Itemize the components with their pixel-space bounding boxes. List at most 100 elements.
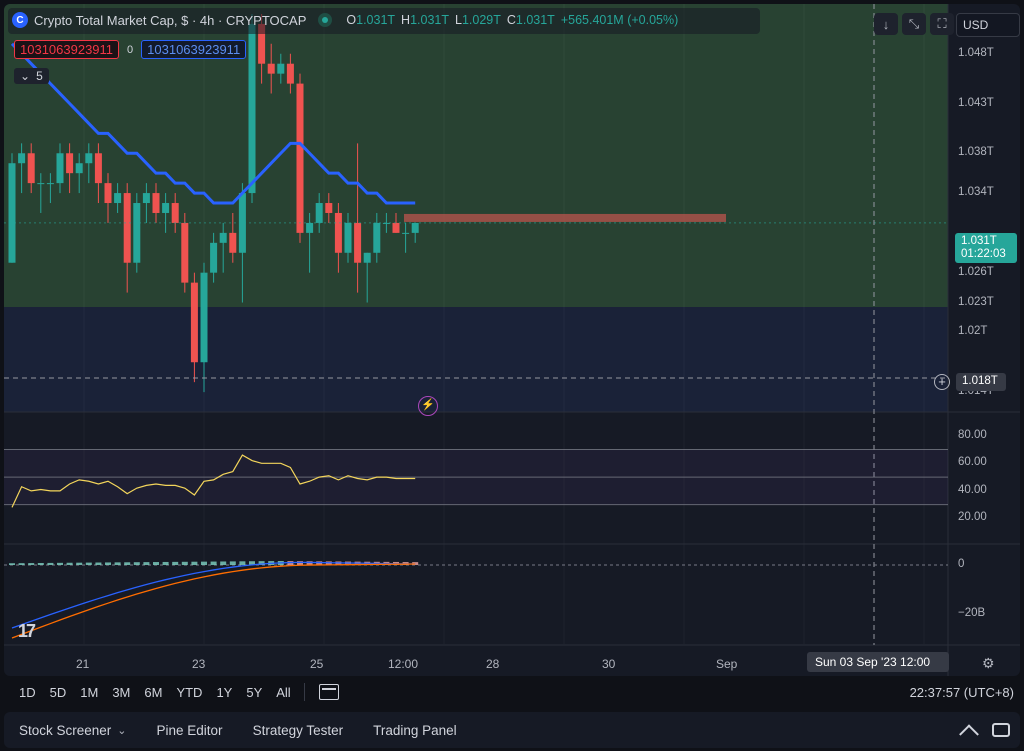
tab-trading-panel[interactable]: Trading Panel — [358, 723, 472, 738]
chart-canvas[interactable] — [4, 4, 1020, 676]
lightning-event-icon[interactable]: ⚡ — [418, 396, 438, 416]
range-button-5y[interactable]: 5Y — [246, 684, 263, 700]
candle-body — [411, 222, 419, 233]
ohlc-low-key: L — [455, 13, 462, 27]
red-price-tag[interactable]: 1031063923911 — [14, 40, 120, 59]
macd-line — [11, 561, 416, 629]
ohlc-high-value: 1.031T — [410, 13, 449, 27]
range-button-6m[interactable]: 6M — [144, 684, 163, 700]
candle-body — [114, 193, 122, 204]
macd-histogram-bar — [85, 562, 92, 565]
symbol-title[interactable]: Crypto Total Market Cap, $ · 4h · CRYPTO… — [34, 12, 307, 28]
tab-pine-editor-label: Pine Editor — [156, 722, 223, 738]
tab-stock-screener-label: Stock Screener — [19, 722, 112, 738]
macd-signal-line — [11, 563, 416, 639]
chevron-up-icon[interactable] — [959, 724, 979, 745]
candle-body — [219, 232, 227, 243]
crosshair-price-tag: 1.018T — [956, 373, 1006, 391]
range-button-3m[interactable]: 3M — [112, 684, 131, 700]
macd-histogram-bar — [249, 561, 255, 565]
tab-strategy-tester[interactable]: Strategy Tester — [238, 723, 359, 738]
range-button-1y[interactable]: 1Y — [216, 684, 233, 700]
range-button-all[interactable]: All — [276, 684, 291, 700]
ohlc-high-key: H — [401, 13, 411, 27]
resistance-zone — [404, 213, 726, 222]
rsi-axis-label: 80.00 — [958, 428, 987, 441]
candle-body — [200, 272, 208, 363]
ohlc-open-value: 1.031T — [356, 13, 396, 27]
candle-body — [258, 23, 266, 64]
price-axis-label: 1.048T — [958, 46, 994, 59]
ohlc-low-value: 1.029T — [461, 13, 501, 27]
macd-histogram-bar — [191, 561, 198, 565]
macd-axis-label: 0 — [958, 558, 965, 570]
chart-top-tools: ↓ ⤡ ⛶ — [874, 13, 954, 35]
screenshot-icon[interactable]: ⛶ — [930, 13, 954, 35]
candle-body — [181, 222, 189, 283]
macd-axis-label: −20B — [958, 607, 986, 619]
maximize-panel-icon[interactable] — [992, 723, 1010, 737]
fullscreen-icon[interactable]: ⤡ — [902, 13, 926, 35]
bottom-panel-controls — [959, 723, 1020, 745]
candle-body — [382, 222, 390, 224]
macd-histogram-bar — [47, 562, 54, 565]
market-status-icon[interactable] — [318, 13, 333, 27]
range-button-1d[interactable]: 1D — [19, 684, 36, 700]
macd-histogram-bar — [229, 561, 236, 565]
macd-histogram-bar — [95, 562, 102, 565]
macd-histogram-bar — [133, 562, 140, 565]
download-arrow-icon[interactable]: ↓ — [874, 13, 898, 35]
range-button-5d[interactable]: 5D — [49, 684, 67, 700]
time-axis-label: 28 — [486, 657, 500, 671]
tab-stock-screener[interactable]: Stock Screener ⌄ — [4, 723, 142, 738]
candle-body — [402, 232, 410, 234]
macd-histogram-bar — [297, 561, 303, 565]
macd-histogram-bar — [181, 561, 188, 565]
chart-settings-gear-icon[interactable]: ⚙ — [982, 655, 995, 671]
calendar-icon[interactable] — [318, 684, 339, 700]
candle-body — [37, 183, 45, 185]
candle-body — [56, 153, 64, 184]
range-button-1m[interactable]: 1M — [80, 684, 99, 700]
indicators-collapse-button[interactable]: ⌄ 5 — [14, 68, 49, 84]
blue-price-tag[interactable]: 1031063923911 — [141, 40, 247, 59]
chevron-down-icon[interactable]: ⌄ — [117, 724, 127, 737]
clock-display[interactable]: 22:37:57 (UTC+8) — [909, 684, 1014, 700]
candle-body — [296, 83, 304, 233]
candle-body — [18, 153, 26, 164]
tab-pine-editor[interactable]: Pine Editor — [142, 723, 238, 738]
candle-body — [344, 222, 352, 253]
ohlc-close-key: C — [506, 13, 516, 27]
tradingview-logo-icon: 17 — [18, 621, 36, 641]
last-price-value: 1.031T — [961, 235, 997, 247]
add-alert-plus-icon[interactable]: + — [934, 374, 950, 390]
macd-histogram-bar — [57, 562, 63, 565]
legend-background — [8, 8, 760, 34]
candle-body — [392, 222, 400, 233]
indicator-count: 5 — [36, 69, 43, 83]
candle-body — [152, 193, 160, 213]
range-toolbar: 1D 5D 1M 3M 6M YTD 1Y 5Y All 22:37:57 (U… — [4, 678, 1020, 706]
candle-body — [315, 203, 323, 223]
candle-body — [85, 153, 93, 164]
chart-panel[interactable]: C Crypto Total Market Cap, $ · 4h · CRYP… — [4, 4, 1020, 676]
time-axis-label: 12:00 — [388, 657, 419, 671]
candle-body — [306, 222, 314, 233]
candle-body — [334, 212, 342, 253]
chart-legend[interactable]: C Crypto Total Market Cap, $ · 4h · CRYP… — [12, 10, 678, 30]
macd-histogram-bar — [66, 562, 73, 565]
currency-select[interactable]: USD — [956, 13, 1020, 37]
bottom-panel-bar: Stock Screener ⌄ Pine Editor Strategy Te… — [4, 712, 1020, 748]
rsi-axis-label: 60.00 — [958, 456, 987, 469]
range-button-ytd[interactable]: YTD — [176, 684, 203, 700]
ohlc-change: +565.401M (+0.05%) — [560, 13, 679, 27]
price-axis-label: 1.038T — [958, 146, 994, 159]
candle-body — [142, 193, 150, 204]
macd-histogram-bar — [172, 561, 179, 565]
price-axis-label: 1.023T — [958, 295, 994, 308]
candle-body — [162, 203, 170, 213]
crosshair-time-tag: Sun 03 Sep '23 12:00 — [807, 652, 949, 672]
candle-body — [325, 203, 333, 213]
macd-histogram-bar — [76, 562, 83, 565]
